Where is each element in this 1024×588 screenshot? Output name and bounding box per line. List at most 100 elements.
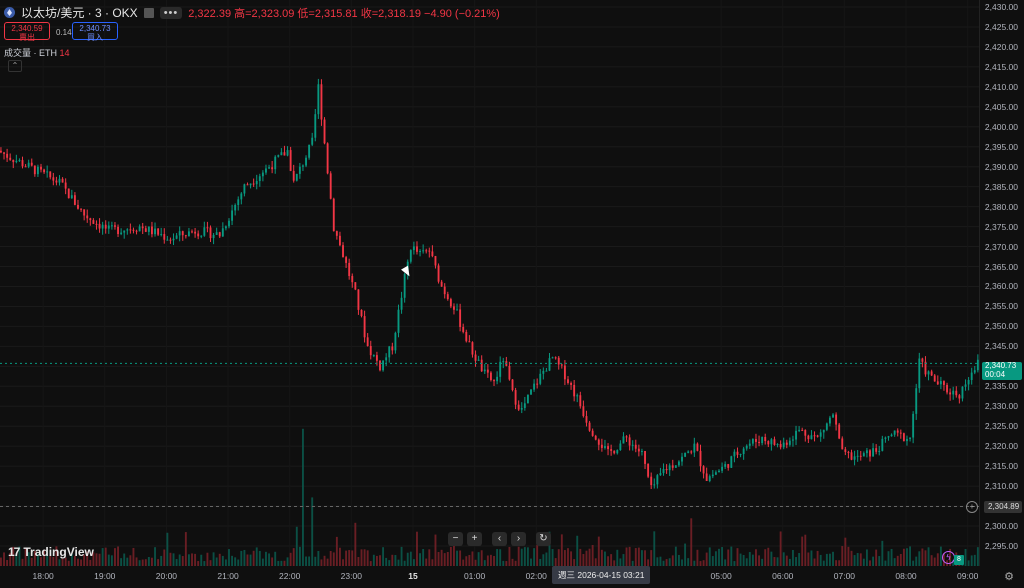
candle-body <box>70 195 73 199</box>
time-tick-label: 05:00 <box>710 571 732 581</box>
volume-bar <box>607 556 609 566</box>
price-tick-label: 2,430.00 <box>984 2 1018 12</box>
volume-bar <box>449 546 452 566</box>
zoom-out-button[interactable]: − <box>448 532 463 546</box>
candle-body <box>736 451 739 455</box>
candle-body <box>810 435 813 440</box>
candle-body <box>49 171 52 178</box>
candle-body <box>600 444 603 448</box>
volume-bar <box>30 557 33 566</box>
volume-bar <box>899 554 902 566</box>
spread-value: 0.14 <box>56 28 72 37</box>
candle-body <box>465 331 468 342</box>
time-axis[interactable]: 18:00 19:00 20:00 21:00 22:00 23:00 15 01:00 02:… <box>0 566 980 588</box>
zoom-in-button[interactable]: + <box>467 532 482 546</box>
add-alert-plus-icon[interactable]: + <box>966 500 978 513</box>
volume-bar <box>739 553 742 566</box>
candle-body <box>446 294 449 300</box>
volume-bar <box>474 559 477 566</box>
price-tick-label: 2,365.00 <box>984 261 1018 272</box>
volume-bar <box>563 550 566 566</box>
candle-body <box>12 159 15 163</box>
volume-bar <box>49 555 52 566</box>
volume-bar <box>761 558 764 566</box>
tradingview-logo[interactable]: 17 TradingView <box>8 545 94 559</box>
volume-bar <box>579 548 582 566</box>
candle-body <box>360 309 363 317</box>
reset-chart-button[interactable]: ↻ <box>536 532 551 546</box>
volume-bar <box>718 548 720 566</box>
volume-bar <box>104 547 107 566</box>
volume-bar <box>80 559 83 566</box>
candle-body <box>332 198 335 232</box>
volume-bar <box>471 551 474 566</box>
candle-body <box>249 183 252 186</box>
volume-bar <box>810 550 813 566</box>
volume-bar <box>924 550 927 566</box>
candle-body <box>896 430 899 433</box>
sell-button[interactable]: 2,340.59 賣出 <box>4 22 50 42</box>
volume-bar <box>887 551 890 566</box>
candle-body <box>369 346 372 356</box>
volume-bar <box>357 556 360 566</box>
candle-body <box>61 178 64 183</box>
candle-body <box>742 448 745 455</box>
candle-body <box>530 389 532 395</box>
scroll-right-button[interactable]: › <box>511 532 526 546</box>
candle-body <box>881 438 884 451</box>
candle-body <box>231 210 234 221</box>
candle-body <box>277 155 280 157</box>
volume-bar <box>847 546 850 566</box>
candle-body <box>921 358 924 362</box>
volume-bar <box>668 558 671 566</box>
candle-body <box>915 388 918 414</box>
candle-body <box>283 152 286 156</box>
candle-body <box>255 181 258 185</box>
candle-body <box>135 230 138 232</box>
volume-bar <box>653 531 656 566</box>
candle-body <box>184 235 187 237</box>
volume-bar <box>893 558 896 566</box>
symbol-title[interactable]: 以太坊/美元 · 3 · OKX <box>21 6 138 20</box>
volume-bar <box>465 556 468 566</box>
price-tick-label: 2,395.00 <box>984 141 1018 152</box>
volume-bar <box>187 554 190 566</box>
candle-body <box>308 144 311 158</box>
scroll-left-button[interactable]: ‹ <box>492 532 507 546</box>
candle-body <box>375 355 378 361</box>
collapse-chevron-icon[interactable]: ⌃ <box>8 60 22 72</box>
candle-body <box>767 441 770 445</box>
candle-body <box>434 256 437 266</box>
volume-bar <box>15 554 18 566</box>
volume-bar <box>912 560 915 566</box>
candle-body <box>690 451 693 453</box>
volume-bar <box>816 550 819 566</box>
price-axis[interactable]: 2,430.00 2,425.00 2,420.00 2,415.00 2,410.00… <box>979 0 1024 566</box>
candle-body <box>681 456 683 462</box>
buy-button[interactable]: 2,340.73 買入 <box>72 22 118 42</box>
volume-bar <box>804 534 807 566</box>
more-options-button[interactable]: ••• <box>159 6 183 19</box>
volume-bar <box>677 554 680 566</box>
candle-body <box>801 429 804 431</box>
volume-bar <box>391 554 394 566</box>
candle-body <box>258 176 261 182</box>
volume-bar <box>631 560 634 566</box>
price-tick-label: 2,295.00 <box>984 541 1018 551</box>
gear-icon[interactable]: ⚙ <box>1004 571 1014 583</box>
volume-bar <box>169 552 172 566</box>
volume-indicator-label[interactable]: 成交量 · ETH 14 <box>4 46 70 59</box>
candle-body <box>517 404 520 410</box>
tradingview-mark-icon: 17 <box>8 545 20 559</box>
volume-bar <box>862 558 865 566</box>
volume-bar <box>255 547 258 566</box>
candle-body <box>416 246 418 252</box>
price-tick-label: 2,355.00 <box>984 301 1018 312</box>
volume-bar <box>742 554 745 566</box>
candle-body <box>6 153 9 158</box>
volume-bar <box>144 559 147 566</box>
volume-bar <box>856 553 859 566</box>
candle-body <box>724 464 727 467</box>
candle-body <box>828 417 831 424</box>
